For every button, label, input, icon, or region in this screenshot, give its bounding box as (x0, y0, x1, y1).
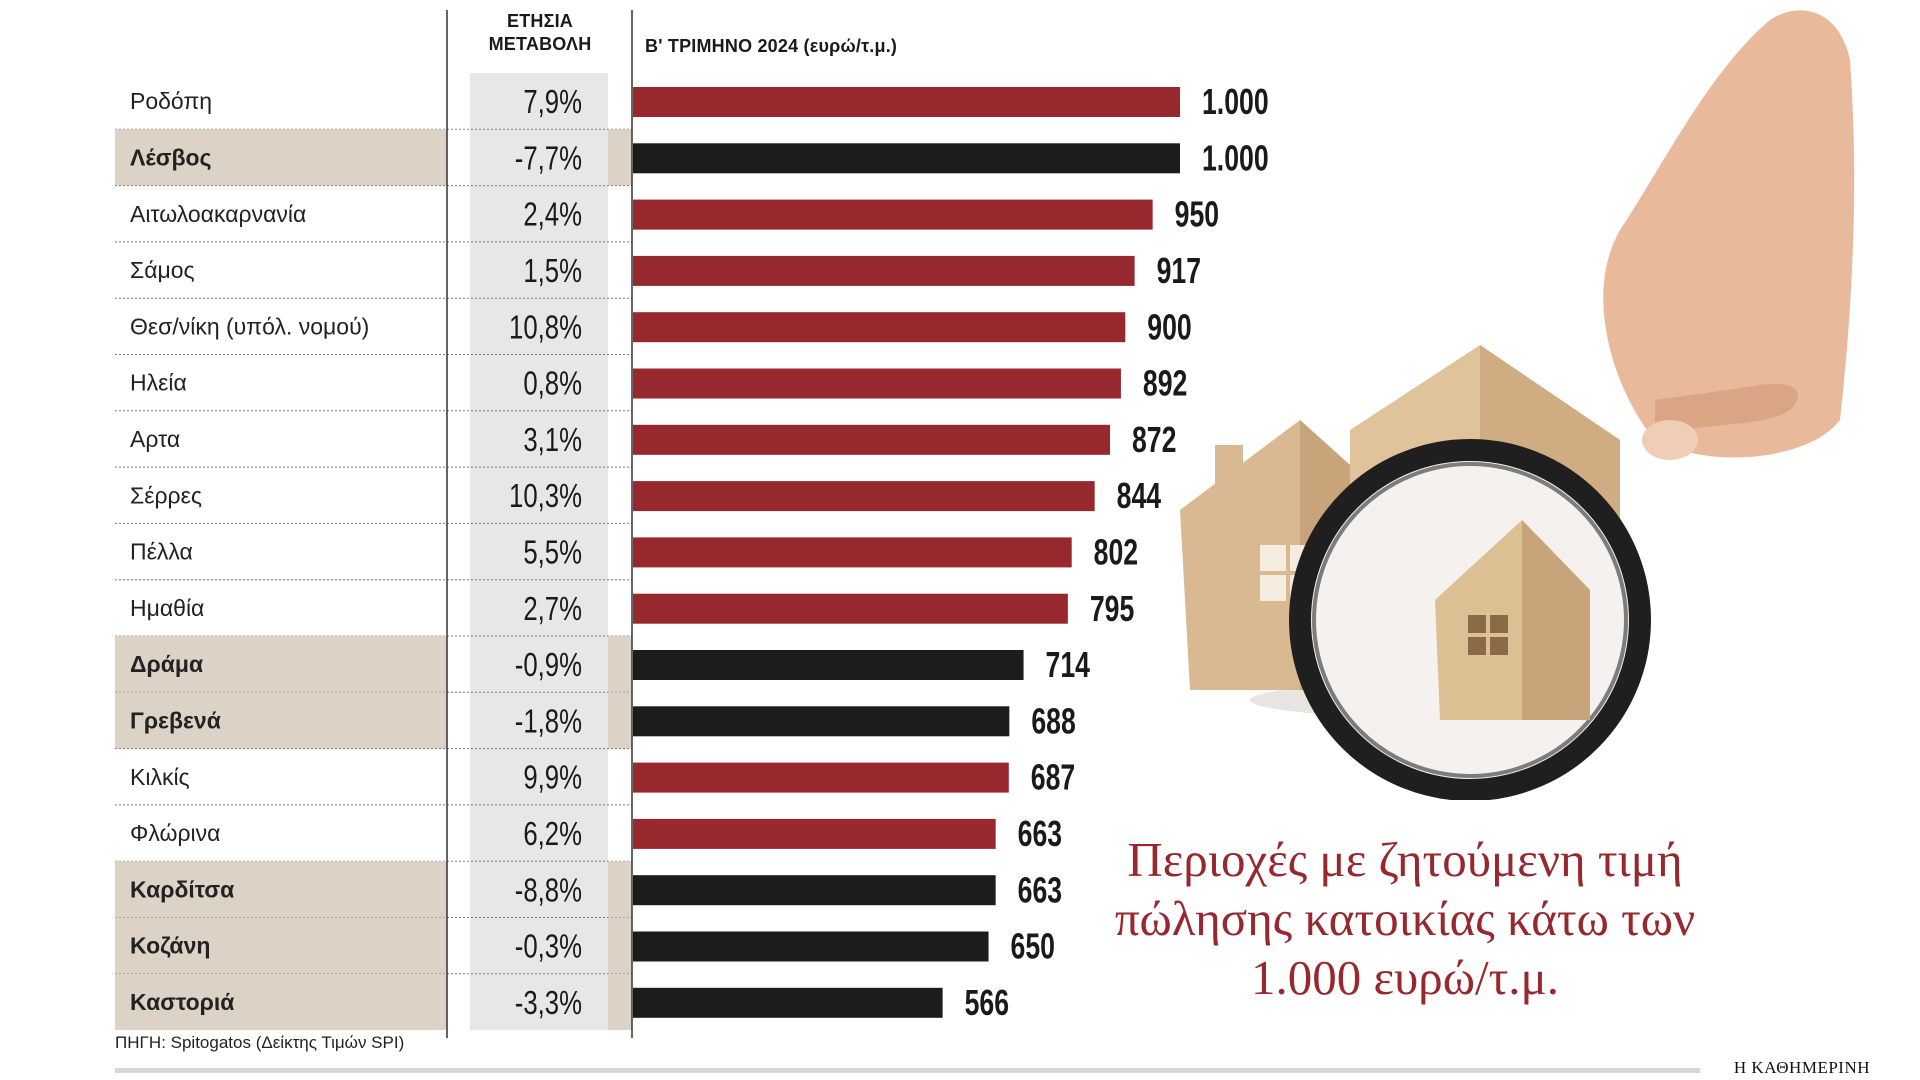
value-label: 950 (1175, 194, 1219, 235)
bar (633, 312, 1126, 343)
annual-change-label: 6,2% (523, 816, 582, 853)
value-label: 917 (1157, 250, 1201, 291)
annual-change-label: -0,9% (515, 647, 582, 684)
magnifier (1289, 439, 1651, 800)
bar (633, 762, 1009, 793)
annual-change-label: -8,8% (515, 872, 582, 909)
highlight-row-bg (115, 129, 447, 186)
bar (633, 368, 1121, 399)
value-label: 650 (1011, 926, 1055, 967)
bar (633, 424, 1110, 455)
category-label: Θεσ/νίκη (υπόλ. νομού) (130, 313, 369, 339)
hand (1603, 10, 1855, 460)
value-header: Β' ΤΡΙΜΗΝΟ 2024 (ευρώ/τ.μ.) (645, 36, 898, 56)
annual-change-label: -0,3% (515, 929, 582, 966)
bar (633, 987, 943, 1018)
annual-change-label: -1,8% (515, 703, 582, 740)
category-label: Κιλκίς (130, 764, 190, 790)
annual-change-label: 9,9% (523, 760, 582, 797)
annual-change-label: -3,3% (515, 985, 582, 1022)
value-label: 795 (1090, 588, 1134, 629)
category-label: Ημαθία (130, 595, 204, 621)
value-label: 663 (1018, 813, 1062, 854)
value-label: 900 (1147, 306, 1191, 347)
annual-change-label: 10,3% (509, 478, 582, 515)
highlight-row-bg (608, 861, 632, 918)
bar (633, 818, 996, 849)
category-label: Ροδόπη (130, 88, 212, 114)
category-label: Δράμα (130, 651, 203, 677)
footer-rule (115, 1068, 1700, 1073)
highlight-row-bg (115, 636, 447, 693)
value-label: 872 (1132, 419, 1176, 460)
category-label: Λέσβος (130, 144, 212, 170)
change-column-bg (470, 73, 608, 1031)
annual-change-label: 2,4% (523, 197, 582, 234)
source-note: ΠΗΓΗ: Spitogatos (Δείκτης Τιμών SPI) (115, 1033, 405, 1052)
bar (633, 593, 1068, 624)
category-label: Αιτωλοακαρνανία (130, 201, 306, 227)
annual-change-label: 3,1% (523, 422, 582, 459)
annual-change-label: 10,8% (509, 309, 582, 346)
annual-change-label: 0,8% (523, 366, 582, 403)
annual-change-header: ΕΤΗΣΙΑ ΜΕΤΑΒΟΛΗ (488, 11, 592, 54)
bar (633, 706, 1010, 737)
value-label: 1.000 (1202, 137, 1269, 178)
highlight-row-bg (608, 917, 632, 974)
highlight-row-bg (115, 692, 447, 749)
highlight-row-bg (608, 636, 632, 693)
annual-change-label: -7,7% (515, 140, 582, 177)
chart-headline: Περιοχές με ζητούμενη τιμή πώλησης κατοι… (1114, 832, 1696, 1005)
bar (633, 143, 1180, 174)
value-label: 566 (965, 982, 1009, 1023)
value-label: 844 (1117, 475, 1162, 516)
annual-change-label: 5,5% (523, 535, 582, 572)
category-label: Κοζάνη (130, 933, 210, 959)
value-label: 688 (1031, 700, 1075, 741)
category-label: Σέρρες (130, 482, 202, 508)
category-label: Γρεβενά (130, 707, 221, 733)
value-label: 1.000 (1202, 81, 1269, 122)
houses-magnifier-illustration (1180, 10, 1855, 800)
bar (633, 255, 1135, 286)
value-label: 663 (1018, 869, 1062, 910)
bar (633, 87, 1180, 117)
bar (633, 931, 989, 962)
bar (633, 875, 996, 906)
annual-change-label: 2,7% (523, 591, 582, 628)
category-label: Πέλλα (130, 539, 193, 565)
publisher-brand: Η ΚΑΘΗΜΕΡΙΝΗ (1733, 1058, 1870, 1077)
bar (633, 481, 1095, 512)
category-label: Καστοριά (130, 989, 234, 1015)
category-label: Ηλεία (130, 370, 187, 396)
value-label: 714 (1046, 644, 1091, 685)
highlight-row-bg (115, 861, 447, 918)
annual-change-label: 7,9% (523, 84, 582, 121)
annual-change-label: 1,5% (523, 253, 582, 290)
highlight-row-bg (608, 129, 632, 186)
highlight-row-bg (608, 692, 632, 749)
bar (633, 650, 1024, 680)
value-label: 892 (1143, 363, 1187, 404)
highlight-row-bg (115, 917, 447, 974)
highlight-row-bg (115, 973, 447, 1031)
value-label: 687 (1031, 757, 1075, 798)
category-label: Φλώρινα (130, 820, 220, 846)
category-label: Καρδίτσα (130, 876, 234, 902)
category-label: Αρτα (130, 426, 180, 452)
value-label: 802 (1094, 532, 1138, 573)
category-label: Σάμος (130, 257, 195, 283)
highlight-row-bg (608, 973, 632, 1031)
bar (633, 199, 1153, 230)
bar (633, 537, 1072, 568)
